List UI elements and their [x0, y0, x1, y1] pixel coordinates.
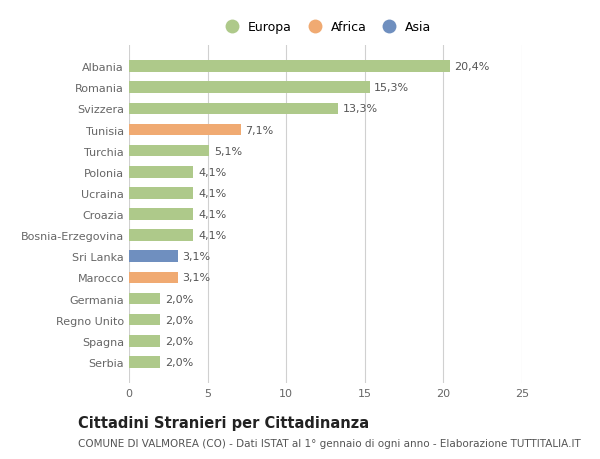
Bar — [129, 124, 241, 136]
Bar — [129, 293, 160, 305]
Bar — [129, 103, 338, 115]
Text: 7,1%: 7,1% — [245, 125, 274, 135]
Bar — [129, 146, 209, 157]
Bar — [129, 209, 193, 220]
Bar — [129, 167, 193, 178]
Text: 4,1%: 4,1% — [198, 168, 226, 178]
Text: COMUNE DI VALMOREA (CO) - Dati ISTAT al 1° gennaio di ogni anno - Elaborazione T: COMUNE DI VALMOREA (CO) - Dati ISTAT al … — [78, 438, 581, 448]
Bar — [129, 82, 370, 94]
Bar — [129, 356, 160, 368]
Text: 4,1%: 4,1% — [198, 210, 226, 219]
Text: 3,1%: 3,1% — [182, 273, 211, 283]
Bar — [129, 61, 449, 73]
Bar — [129, 335, 160, 347]
Bar — [129, 251, 178, 263]
Text: 2,0%: 2,0% — [165, 357, 193, 367]
Text: 2,0%: 2,0% — [165, 336, 193, 346]
Legend: Europa, Africa, Asia: Europa, Africa, Asia — [217, 18, 434, 36]
Text: 5,1%: 5,1% — [214, 146, 242, 157]
Bar — [129, 188, 193, 199]
Text: 2,0%: 2,0% — [165, 294, 193, 304]
Text: 13,3%: 13,3% — [343, 104, 378, 114]
Bar — [129, 272, 178, 284]
Text: 20,4%: 20,4% — [454, 62, 490, 72]
Text: 2,0%: 2,0% — [165, 315, 193, 325]
Text: 4,1%: 4,1% — [198, 189, 226, 198]
Text: 15,3%: 15,3% — [374, 83, 409, 93]
Text: 4,1%: 4,1% — [198, 231, 226, 241]
Text: 3,1%: 3,1% — [182, 252, 211, 262]
Bar — [129, 230, 193, 241]
Text: Cittadini Stranieri per Cittadinanza: Cittadini Stranieri per Cittadinanza — [78, 415, 369, 431]
Bar — [129, 314, 160, 326]
